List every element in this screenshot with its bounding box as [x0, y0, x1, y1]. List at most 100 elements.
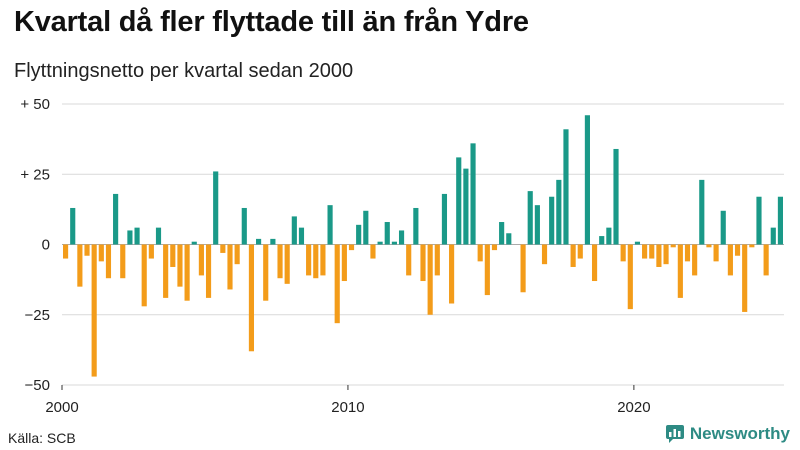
bar	[270, 238, 276, 245]
bar	[699, 179, 705, 245]
bar	[520, 244, 526, 293]
bar	[734, 244, 741, 256]
bar	[141, 244, 147, 307]
bar	[570, 244, 576, 267]
bar	[713, 244, 719, 262]
bar	[177, 244, 183, 287]
x-tick-label: 2000	[45, 399, 78, 416]
bar	[384, 222, 390, 245]
bar	[170, 244, 176, 267]
bar	[77, 244, 83, 287]
bar	[256, 238, 262, 245]
bar	[434, 244, 440, 276]
bar	[634, 241, 641, 245]
bar	[527, 191, 533, 245]
bar	[556, 179, 562, 245]
bar	[334, 244, 340, 324]
bar-layer	[63, 115, 783, 377]
bar	[184, 244, 190, 301]
bar	[584, 115, 590, 245]
bar	[706, 244, 712, 248]
bar	[113, 193, 119, 245]
bar	[749, 244, 755, 248]
bar	[263, 244, 269, 301]
bar	[606, 227, 612, 245]
bar	[770, 227, 776, 245]
x-tick-label: 2020	[617, 399, 650, 416]
bar	[377, 241, 383, 245]
bar	[549, 196, 555, 245]
bar	[148, 244, 154, 259]
bar	[763, 244, 769, 276]
bar	[499, 222, 505, 245]
bar	[684, 244, 691, 262]
axis-layer: + 50 + 25 0 −25 −50 2000 2010 2020	[20, 96, 650, 416]
chart-subtitle: Flyttningsnetto per kvartal sedan 2000	[14, 60, 354, 82]
bar	[534, 205, 540, 245]
bar	[220, 244, 226, 253]
bar	[449, 244, 455, 304]
bar-chart: + 50 + 25 0 −25 −50 2000 2010 2020	[20, 96, 784, 416]
bar	[298, 227, 305, 245]
bar	[84, 244, 90, 256]
bar	[670, 244, 676, 248]
bar	[155, 227, 162, 245]
bar	[591, 244, 598, 282]
bar	[470, 143, 476, 245]
bar	[563, 129, 569, 245]
bar	[348, 244, 355, 251]
y-tick-label: + 50	[20, 96, 50, 113]
bar	[63, 244, 69, 259]
bar	[484, 244, 490, 296]
bar	[91, 244, 97, 377]
bar	[720, 210, 726, 245]
bar	[163, 244, 169, 298]
bar	[456, 157, 462, 245]
grid-layer	[62, 103, 784, 386]
x-tick-label: 2010	[331, 399, 364, 416]
bar	[727, 244, 733, 276]
bar	[577, 244, 583, 259]
chart-title: Kvartal då fler flyttade till än från Yd…	[14, 6, 529, 38]
y-tick-label: −50	[25, 377, 50, 394]
bar	[105, 244, 112, 279]
bar	[306, 244, 312, 276]
bar	[477, 244, 483, 262]
bar	[677, 244, 683, 298]
y-tick-label: 0	[42, 237, 50, 254]
bar	[663, 244, 669, 265]
newsworthy-logo-icon	[665, 425, 684, 443]
bar	[692, 244, 698, 276]
bar	[620, 244, 626, 262]
bar	[198, 244, 204, 276]
y-tick-label: −25	[25, 307, 50, 324]
bar	[70, 207, 76, 245]
bar	[356, 224, 362, 245]
bar	[413, 207, 419, 245]
brand-logo[interactable]: Newsworthy	[665, 424, 790, 444]
bar	[391, 241, 397, 245]
bar	[134, 227, 140, 245]
bar	[756, 196, 762, 245]
bar	[463, 168, 469, 245]
bar	[742, 244, 748, 312]
bar	[327, 205, 333, 245]
bar	[370, 244, 376, 259]
bar	[656, 244, 662, 267]
bar	[491, 244, 498, 251]
brand-name: Newsworthy	[689, 424, 790, 443]
bar	[241, 207, 247, 245]
bar	[613, 148, 619, 245]
bar	[599, 236, 605, 245]
bar	[649, 244, 655, 259]
bar	[427, 244, 433, 315]
bar	[363, 210, 369, 245]
bar	[213, 171, 219, 245]
bar	[627, 244, 633, 310]
bar	[277, 244, 283, 279]
bar	[642, 244, 648, 259]
bar	[398, 230, 405, 245]
bar	[313, 244, 319, 279]
bar	[541, 244, 548, 265]
bar	[506, 233, 512, 245]
